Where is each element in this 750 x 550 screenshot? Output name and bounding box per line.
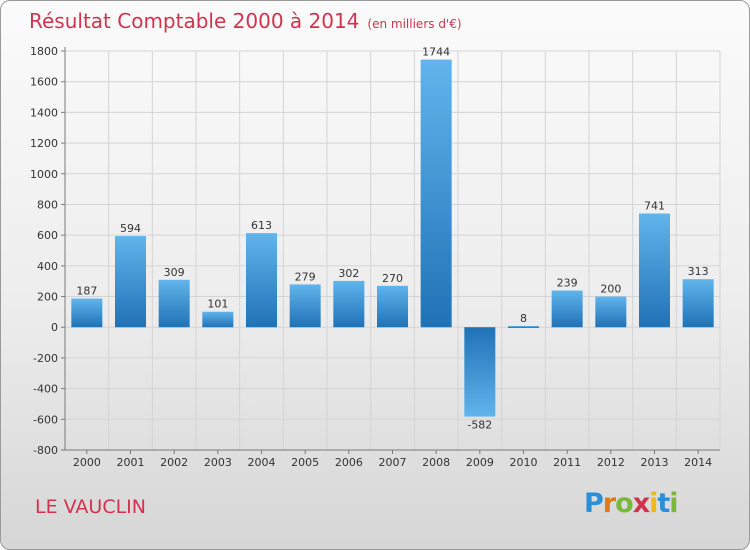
bar-2000 (71, 298, 103, 328)
y-tick-label: -800 (33, 444, 58, 457)
bar-2008 (420, 59, 452, 328)
data-label: 239 (557, 277, 578, 290)
x-tick-label: 2009 (466, 456, 494, 469)
x-tick-label: 2013 (641, 456, 669, 469)
logo-letter: i (649, 488, 658, 519)
data-labels: 187 594 309 101 613 279 302 270 1744 -582 8 239 200 7… (76, 46, 708, 432)
x-tick-label: 2011 (553, 456, 581, 469)
bar-2009 (464, 327, 496, 417)
y-tick-label: -200 (33, 352, 58, 365)
data-label: 270 (382, 272, 403, 285)
y-tick-label: 1800 (30, 45, 58, 58)
data-label: 741 (644, 200, 665, 213)
y-tick-label: 0 (51, 321, 58, 334)
location-label: LE VAUCLIN (35, 496, 146, 518)
chart-title: Résultat Comptable 2000 à 2014 (29, 9, 360, 33)
bar-2012 (595, 296, 627, 328)
bar-2013 (639, 213, 670, 328)
axes: -800 -600 -400 -200 0 200 400 600 800 1000 1200 140… (30, 45, 720, 469)
proxiti-logo: Proxiti (584, 488, 679, 519)
bar-2007 (377, 285, 408, 328)
data-label: 313 (688, 265, 709, 278)
data-label: 1744 (422, 46, 450, 59)
x-tick-label: 2000 (73, 456, 101, 469)
chart-subtitle: (en milliers d'€) (367, 17, 462, 31)
y-tick-label: -400 (33, 383, 58, 396)
data-label: 613 (251, 219, 272, 232)
bar-2001 (115, 236, 146, 328)
bar-2005 (289, 284, 321, 328)
bar-2014 (682, 279, 714, 328)
chart-title-block: Résultat Comptable 2000 à 2014 (en millie… (29, 9, 462, 33)
x-tick-label: 2004 (248, 456, 276, 469)
bar-2010 (508, 326, 539, 329)
bar-2011 (551, 290, 583, 328)
logo-letter: o (615, 488, 634, 519)
data-label: 8 (520, 312, 527, 325)
data-label: 101 (207, 298, 228, 311)
x-tick-label: 2003 (204, 456, 232, 469)
y-tick-label: 1000 (30, 168, 58, 181)
data-label: 302 (338, 267, 359, 280)
logo-letter: i (669, 488, 678, 519)
y-tick-label: -600 (33, 413, 58, 426)
x-tick-label: 2012 (597, 456, 625, 469)
x-tick-label: 2001 (117, 456, 145, 469)
x-tick-label: 2006 (335, 456, 363, 469)
x-tick-label: 2010 (510, 456, 538, 469)
x-tick-label: 2002 (160, 456, 188, 469)
y-tick-label: 1400 (30, 106, 58, 119)
y-tick-label: 1600 (30, 76, 58, 89)
data-label: -582 (467, 419, 492, 432)
logo-letter: r (602, 488, 616, 519)
data-label: 309 (164, 266, 185, 279)
bar-2004 (246, 233, 277, 328)
bar-2002 (158, 279, 190, 328)
bar-2006 (333, 280, 365, 328)
data-label: 279 (295, 270, 316, 283)
bar-2003 (202, 311, 234, 328)
x-tick-label: 2014 (684, 456, 712, 469)
logo-letter: x (632, 488, 650, 519)
x-tick-label: 2007 (379, 456, 407, 469)
grid-lines (64, 50, 721, 451)
data-label: 200 (600, 283, 621, 296)
logo-letter: t (657, 488, 670, 519)
bars (71, 59, 714, 417)
y-tick-label: 1200 (30, 137, 58, 150)
y-tick-label: 200 (37, 291, 58, 304)
y-tick-label: 400 (37, 260, 58, 273)
x-tick-label: 2008 (422, 456, 450, 469)
y-tick-label: 600 (37, 229, 58, 242)
x-tick-label: 2005 (291, 456, 319, 469)
y-tick-label: 800 (37, 198, 58, 211)
logo-letter: P (584, 488, 604, 519)
data-label: 594 (120, 222, 141, 235)
data-label: 187 (76, 285, 97, 298)
